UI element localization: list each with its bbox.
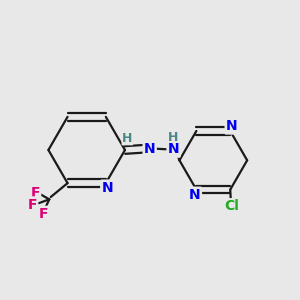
Text: H: H <box>122 132 133 145</box>
Text: N: N <box>101 181 113 195</box>
Text: F: F <box>28 198 37 212</box>
Text: H: H <box>167 131 178 144</box>
Text: N: N <box>226 119 238 133</box>
Text: Cl: Cl <box>224 200 239 213</box>
Text: F: F <box>39 207 48 221</box>
Text: N: N <box>168 142 179 156</box>
Text: F: F <box>30 186 40 200</box>
Text: N: N <box>189 188 201 202</box>
Text: N: N <box>144 142 155 155</box>
